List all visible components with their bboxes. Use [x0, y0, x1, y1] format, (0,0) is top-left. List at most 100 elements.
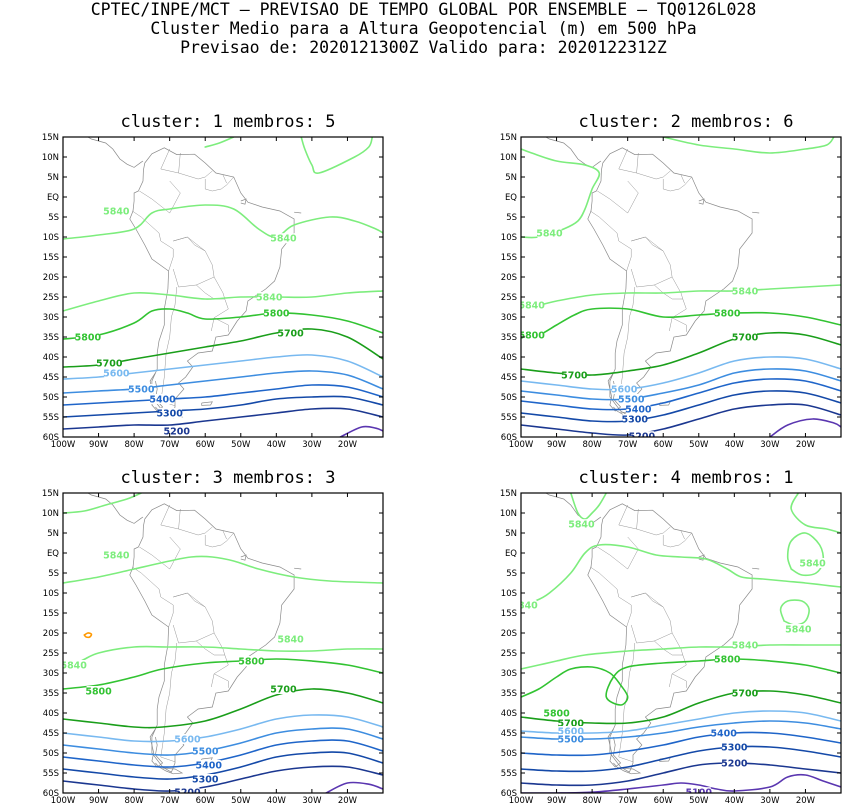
lon-tick-label: 60W [654, 796, 674, 803]
country-border [671, 673, 687, 688]
contour-label: 5840 [277, 635, 304, 646]
cluster-map-1: 5840584058405800580057005700560055005400… [42, 133, 384, 450]
lat-tick-label: 15N [42, 489, 59, 499]
lon-tick-label: 20W [338, 796, 358, 803]
lat-tick-label: 5S [48, 569, 59, 579]
south-america-coastline [587, 147, 753, 417]
lon-tick-label: 60W [654, 440, 674, 450]
contour-line-5300 [63, 395, 383, 418]
contour-label-bg [626, 404, 651, 414]
contour-label: 5400 [710, 729, 737, 740]
country-border [213, 317, 229, 332]
island-coastline [698, 554, 705, 561]
country-border [631, 592, 673, 634]
lon-tick-label: 60W [196, 440, 216, 450]
lon-tick-label: 20W [338, 440, 358, 450]
lat-tick-label: 25S [43, 649, 59, 659]
contour-line-5200 [521, 762, 841, 787]
contour-line-5400 [521, 731, 841, 757]
header-line-3: Previsao de: 2020121300Z Valido para: 20… [180, 38, 667, 57]
contour-label: 5840 [536, 229, 563, 240]
country-border [662, 532, 692, 548]
contour-label: 5700 [277, 329, 304, 340]
contour-line-5200 [63, 765, 383, 792]
contour-label: 5800 [714, 655, 741, 666]
island-coastline [698, 198, 705, 205]
contour-line-5300 [521, 390, 841, 423]
country-border [204, 532, 234, 548]
country-border [671, 317, 687, 332]
lon-tick-label: 100W [51, 796, 76, 803]
lat-tick-label: 5N [47, 529, 59, 539]
south-america-coastline [129, 503, 295, 773]
lon-tick-label: 30W [302, 796, 322, 803]
lat-tick-label: 45S [501, 373, 517, 383]
lon-tick-label: 20W [796, 796, 816, 803]
contour-label: 5700 [270, 685, 297, 696]
lat-tick-label: 10S [501, 233, 517, 243]
header-line-2: Cluster Medio para a Altura Geopotencial… [150, 19, 697, 38]
contour-line-5840 [779, 599, 810, 626]
map-frame [62, 492, 384, 794]
contour-line-5840 [204, 137, 235, 148]
country-border [590, 210, 632, 272]
contour-label-bg [544, 708, 569, 718]
lat-tick-label: 50S [501, 393, 517, 403]
lat-tick-label: 30S [501, 313, 517, 323]
contour-line-5800 [521, 307, 841, 338]
contour-line-5600 [521, 356, 841, 391]
lat-tick-label: 15N [42, 133, 59, 143]
lon-tick-label: 50W [231, 796, 251, 803]
contour-label: 5500 [558, 735, 585, 746]
contour-label-bg [612, 384, 637, 394]
lat-tick-label: 25S [501, 649, 517, 659]
lat-tick-label: 40S [43, 709, 59, 719]
central-america-coastline [87, 493, 144, 524]
contour-label: 5400 [149, 395, 176, 406]
contour-line-5500 [63, 370, 383, 394]
lat-tick-label: 25S [501, 293, 517, 303]
panel-title: cluster: 3 membros: 3 [120, 468, 336, 488]
lat-tick-label: 10S [43, 233, 59, 243]
contour-label-bg [715, 308, 740, 318]
lon-tick-label: 80W [582, 440, 602, 450]
map-frame [520, 492, 842, 794]
figure-header: CPTEC/INPE/MCT — PREVISAO DE TEMPO GLOBA… [0, 0, 847, 57]
contour-label: 5600 [103, 369, 130, 380]
country-border [618, 642, 636, 763]
country-border [160, 286, 178, 407]
lon-tick-label: 30W [760, 796, 780, 803]
lat-tick-label: 35S [501, 333, 517, 343]
contour-label: 5600 [174, 735, 201, 746]
contour-label-bg [75, 332, 100, 342]
contour-line-5600 [63, 714, 383, 743]
contour-label: 5600 [611, 385, 638, 396]
country-border [172, 624, 215, 644]
contour-line-5840 [662, 137, 835, 154]
lat-tick-label: 55S [43, 769, 59, 779]
contour-line-5200 [521, 403, 841, 436]
lat-tick-label: 10N [42, 153, 59, 163]
lon-tick-label: 90W [89, 796, 109, 803]
contour-label-bg [711, 728, 736, 738]
contour-label-bg [129, 384, 154, 394]
contour-label: 5840 [732, 287, 759, 298]
contour-label-bg [521, 600, 537, 610]
contour-label: 5200 [174, 788, 201, 799]
lat-tick-label: 40S [43, 353, 59, 363]
cluster-map-2: 5840 5840 5840 5800 5800 5700 5700 560055005400… [500, 133, 842, 450]
lat-tick-label: 40S [501, 353, 517, 363]
country-border [618, 148, 637, 174]
lon-tick-label: 20W [796, 440, 816, 450]
lon-tick-label: 50W [689, 796, 709, 803]
lat-tick-label: 15N [500, 133, 517, 143]
contour-label-bg [196, 760, 221, 770]
contour-label-bg [715, 654, 740, 664]
contour-label-bg [104, 550, 129, 560]
country-border [139, 180, 181, 214]
contour-label: 5800 [714, 309, 741, 320]
lat-tick-label: 35S [501, 689, 517, 699]
island-coastline [240, 198, 247, 205]
lat-tick-label: 20S [43, 273, 59, 283]
